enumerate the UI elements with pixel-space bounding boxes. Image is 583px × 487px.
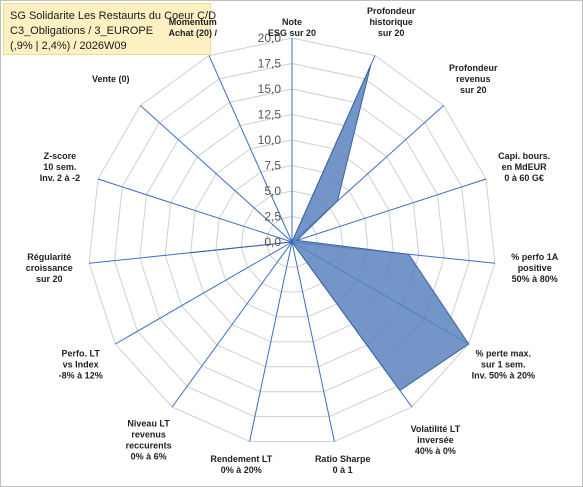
axis-label: Perfo. LT vs Index -8% à 12% xyxy=(59,349,103,381)
fund-performance-week: (,9% | 2,4%) / 2026W09 xyxy=(10,40,127,52)
axis-spoke xyxy=(140,105,293,243)
tick-label: 17,5 xyxy=(258,57,282,71)
axis-spoke xyxy=(171,241,293,408)
grid-ring xyxy=(164,113,420,368)
tick-label: 2,5 xyxy=(264,210,281,224)
axis-spoke xyxy=(249,241,293,442)
axis-label: Régularité croissance sur 20 xyxy=(26,252,73,284)
axis-label: Vente (0) xyxy=(92,74,130,84)
axis-spoke xyxy=(115,241,293,345)
axis-label: Capi. bours. en MdEUR 0 à 60 G€ xyxy=(498,151,550,183)
axis-spoke xyxy=(291,178,487,243)
axis-label: Niveau LT revenus reccurents 0% à 6% xyxy=(126,418,172,461)
tick-label: 10,0 xyxy=(258,133,282,147)
tick-label: 7,5 xyxy=(264,159,281,173)
grid-ring xyxy=(190,139,394,343)
tick-label: 20,0 xyxy=(258,31,282,45)
grid-ring xyxy=(139,88,445,393)
axis-label: Profondeur historique sur 20 xyxy=(367,6,416,38)
grid-ring xyxy=(240,190,344,293)
axis-label: Ratio Sharpe 0 à 1 xyxy=(315,454,371,475)
axis-label: % perte max. sur 1 sem. Inv. 50% à 20% xyxy=(472,349,535,381)
axis-label: Profondeur revenus sur 20 xyxy=(449,63,498,95)
axis-spoke xyxy=(97,178,293,243)
axis-label: Volatilité LT inversée 40% à 0% xyxy=(411,424,461,456)
grid-ring xyxy=(88,37,496,442)
axis-spoke xyxy=(291,241,335,442)
grid-ring xyxy=(266,215,318,268)
data-series-area xyxy=(190,64,470,392)
tick-label: 12,5 xyxy=(258,108,282,122)
fund-category: C3_Obligations / 3_EUROPE xyxy=(10,25,154,37)
fund-name: SG Solidarite Les Restaurts du Coeur C/D xyxy=(10,10,217,22)
tick-label: 0,0 xyxy=(264,235,281,249)
axis-label: Rendement LT 0% à 20% xyxy=(210,454,272,475)
tick-label: 5,0 xyxy=(264,184,281,198)
fund-title-box: SG Solidarite Les Restaurts du Coeur C/D… xyxy=(3,3,217,55)
axis-label: % perfo 1A positive 50% à 80% xyxy=(511,252,559,284)
axis-spoke xyxy=(208,55,293,243)
tick-label: 15,0 xyxy=(258,82,282,96)
grid-ring xyxy=(215,164,369,318)
axis-label: Z-score 10 sem. Inv. 2 à -2 xyxy=(40,151,80,183)
grid-ring xyxy=(113,62,471,418)
axis-label: Momentum Achat (20) / xyxy=(169,17,218,38)
axis-label: Note ESG sur 20 xyxy=(268,17,316,38)
